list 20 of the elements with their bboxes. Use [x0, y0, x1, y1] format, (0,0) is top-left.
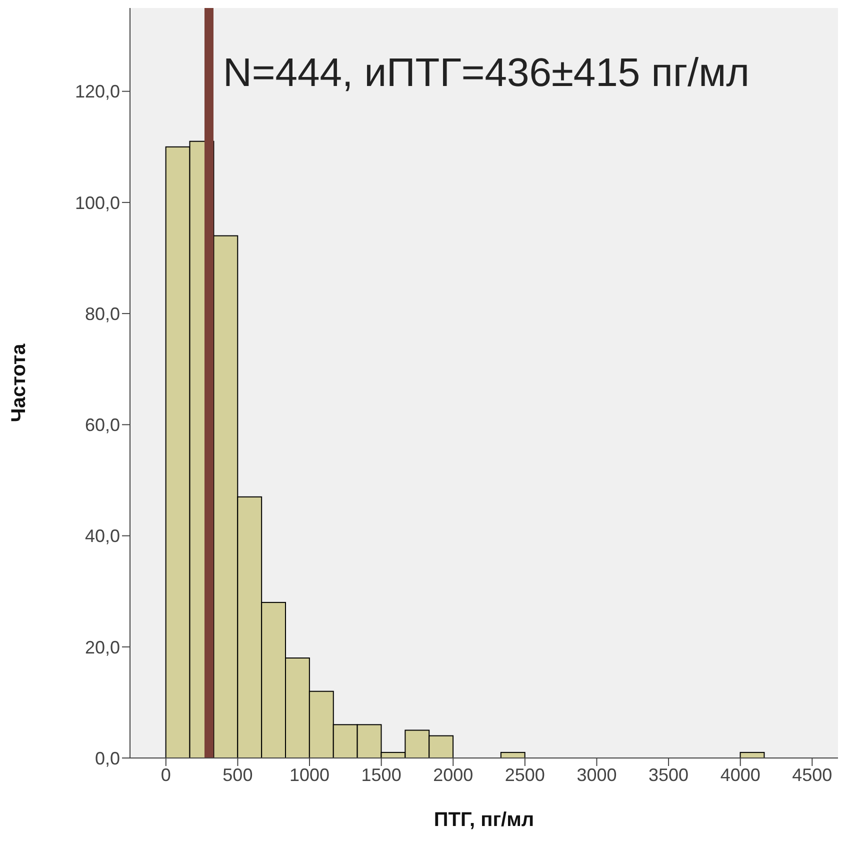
x-tick-label: 0: [160, 764, 171, 785]
x-tick-label: 2000: [433, 764, 474, 785]
y-axis-title: Частота: [8, 342, 30, 422]
y-tick-label: 40,0: [84, 526, 120, 546]
y-tick-label: 100,0: [74, 192, 120, 213]
x-tick-label: 1500: [361, 764, 402, 785]
x-tick-label: 500: [222, 764, 253, 785]
x-tick-label: 3500: [648, 764, 689, 785]
x-tick-label: 4000: [720, 764, 760, 785]
x-tick-label: 2500: [504, 764, 545, 785]
y-tick-label: 20,0: [84, 637, 120, 658]
y-tick-label: 120,0: [74, 82, 120, 102]
y-tick-label: 80,0: [84, 304, 120, 324]
x-axis-title: ПТГ, пг/мл: [434, 809, 534, 831]
x-tick-label: 3000: [576, 764, 617, 785]
x-tick-label: 1000: [289, 764, 330, 785]
y-tick-label: 60,0: [84, 415, 120, 436]
y-tick-label: 0,0: [94, 748, 120, 768]
text: N=444, иПТГ=436±415 пг/мл: [222, 51, 750, 95]
x-tick-label: 4500: [792, 764, 832, 785]
